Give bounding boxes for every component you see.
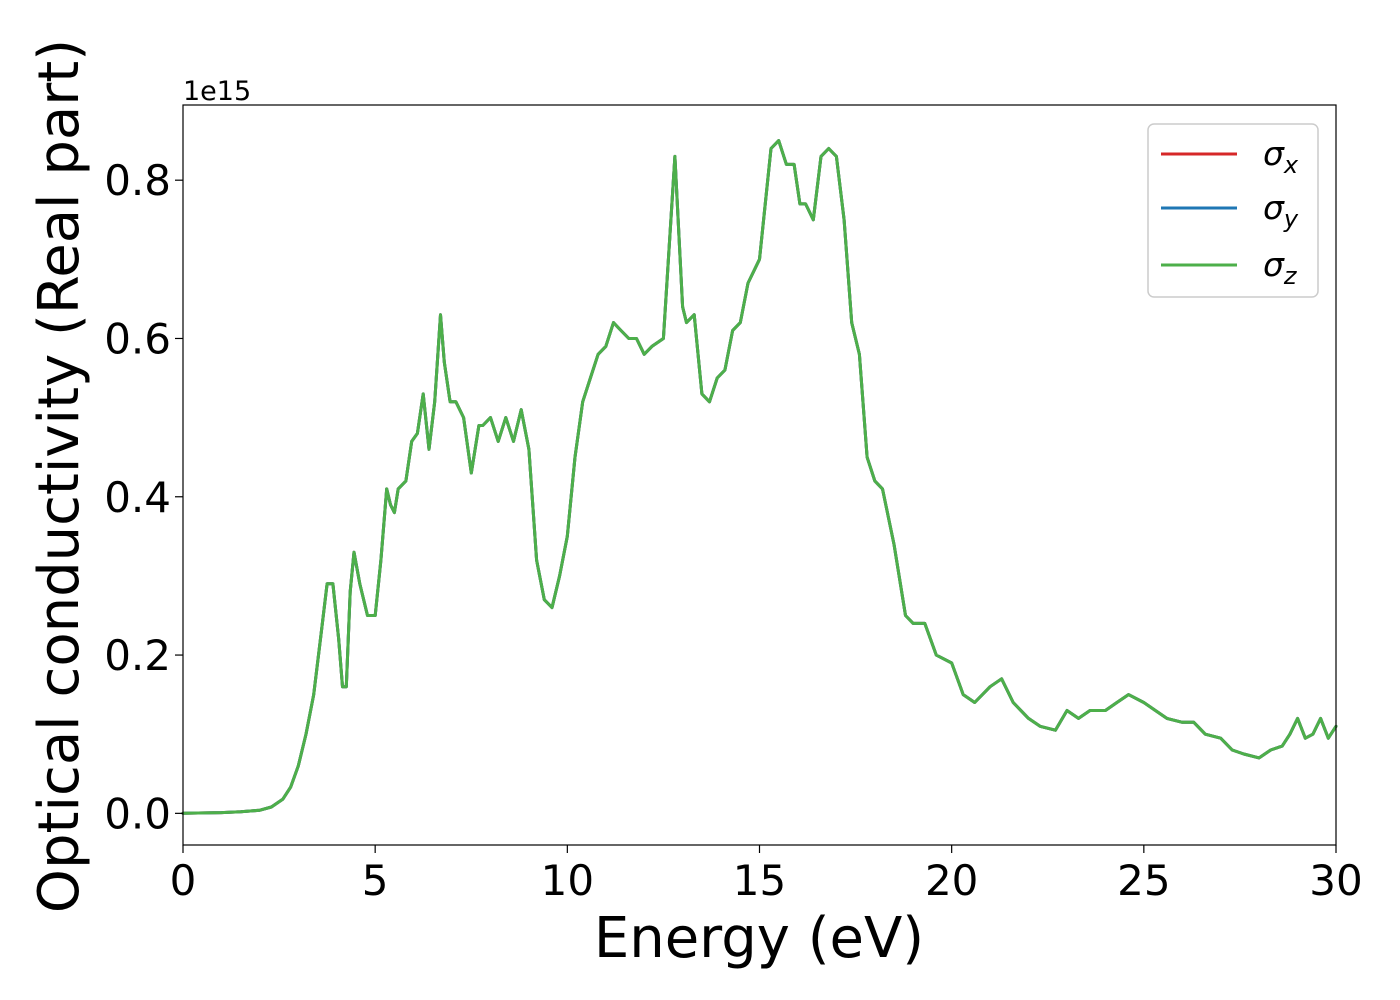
- legend-label-y: σy: [1263, 188, 1299, 233]
- y-tick-label: 0.4: [104, 473, 171, 522]
- x-tick-label: 30: [1309, 856, 1362, 905]
- x-tick-label: 0: [170, 856, 197, 905]
- x-axis-label: Energy (eV): [594, 906, 924, 971]
- x-tick-label: 5: [362, 856, 389, 905]
- plot-lines: [181, 139, 1338, 815]
- x-tick-label: 25: [1117, 856, 1170, 905]
- legend-label-x: σx: [1263, 134, 1299, 179]
- y-axis-label: Optical conductivity (Real part): [27, 39, 92, 913]
- legend-frame: [1147, 123, 1319, 298]
- y-axis-ticks: 0.0 0.2 0.4 0.6 0.8: [104, 156, 183, 838]
- y-tick-label: 0.6: [104, 314, 171, 363]
- x-tick-label: 15: [733, 856, 786, 905]
- x-axis-ticks: 0 5 10 15 20 25 30: [170, 845, 1363, 905]
- x-tick-label: 10: [541, 856, 594, 905]
- y-tick-label: 0.2: [104, 631, 171, 680]
- legend-label-z: σz: [1263, 245, 1298, 290]
- y-offset-label: 1e15: [183, 76, 251, 107]
- y-tick-label: 0.8: [104, 156, 171, 205]
- legend: σx σy σz: [1147, 123, 1319, 298]
- x-tick-label: 20: [925, 856, 978, 905]
- y-tick-label: 0.0: [104, 789, 171, 838]
- series-line-z: [181, 139, 1338, 815]
